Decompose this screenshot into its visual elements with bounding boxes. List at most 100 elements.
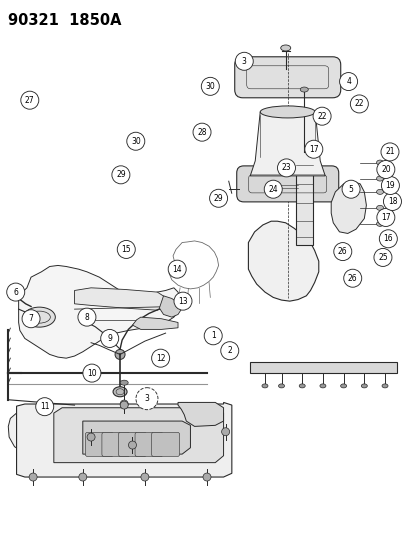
Circle shape xyxy=(151,349,169,367)
Circle shape xyxy=(312,107,330,125)
Ellipse shape xyxy=(376,176,382,181)
Circle shape xyxy=(117,240,135,259)
Text: 24: 24 xyxy=(268,185,278,193)
Text: 27: 27 xyxy=(25,96,35,104)
Circle shape xyxy=(277,159,295,177)
Text: 28: 28 xyxy=(197,128,206,136)
Ellipse shape xyxy=(376,221,382,227)
Text: 4: 4 xyxy=(345,77,350,86)
FancyBboxPatch shape xyxy=(102,432,130,456)
Ellipse shape xyxy=(113,387,127,397)
Text: 20: 20 xyxy=(380,165,390,174)
Circle shape xyxy=(112,166,130,184)
Circle shape xyxy=(100,329,119,348)
Polygon shape xyxy=(132,317,178,329)
Text: 25: 25 xyxy=(377,253,387,262)
Ellipse shape xyxy=(299,384,304,388)
FancyBboxPatch shape xyxy=(234,57,340,98)
Circle shape xyxy=(140,473,149,481)
Circle shape xyxy=(29,473,37,481)
Circle shape xyxy=(220,342,238,360)
Ellipse shape xyxy=(278,384,284,388)
Text: 14: 14 xyxy=(172,265,182,273)
Text: 26: 26 xyxy=(337,247,347,256)
Text: 90321  1850A: 90321 1850A xyxy=(8,13,121,28)
Polygon shape xyxy=(248,221,318,301)
Ellipse shape xyxy=(120,380,128,385)
Ellipse shape xyxy=(376,160,382,165)
Text: 17: 17 xyxy=(380,213,390,222)
Circle shape xyxy=(36,398,54,416)
Circle shape xyxy=(376,160,394,179)
FancyBboxPatch shape xyxy=(135,432,163,456)
Circle shape xyxy=(128,441,136,449)
Circle shape xyxy=(209,189,227,207)
Ellipse shape xyxy=(340,384,346,388)
Text: 29: 29 xyxy=(213,194,223,203)
Text: 11: 11 xyxy=(40,402,49,411)
Circle shape xyxy=(7,283,25,301)
Ellipse shape xyxy=(260,106,314,118)
Circle shape xyxy=(173,292,192,310)
Circle shape xyxy=(168,260,186,278)
Circle shape xyxy=(204,327,222,345)
Circle shape xyxy=(87,433,95,441)
Text: 18: 18 xyxy=(387,197,396,206)
Text: 12: 12 xyxy=(156,354,165,362)
Circle shape xyxy=(115,350,125,359)
Circle shape xyxy=(333,243,351,261)
Polygon shape xyxy=(250,362,396,373)
Text: 30: 30 xyxy=(205,82,215,91)
Polygon shape xyxy=(54,408,223,463)
FancyBboxPatch shape xyxy=(85,432,113,456)
Circle shape xyxy=(304,140,322,158)
Circle shape xyxy=(201,77,219,95)
Text: 3: 3 xyxy=(241,57,246,66)
Ellipse shape xyxy=(280,45,290,51)
Polygon shape xyxy=(249,112,325,176)
Circle shape xyxy=(343,269,361,287)
Ellipse shape xyxy=(299,87,308,92)
Circle shape xyxy=(22,310,40,328)
Circle shape xyxy=(349,95,368,113)
Circle shape xyxy=(380,143,398,161)
Circle shape xyxy=(202,473,211,481)
Text: 19: 19 xyxy=(385,181,394,190)
Text: 6: 6 xyxy=(13,288,18,296)
Text: 8: 8 xyxy=(84,313,89,321)
Polygon shape xyxy=(178,402,223,426)
Ellipse shape xyxy=(376,205,382,211)
Circle shape xyxy=(120,400,128,408)
Text: 22: 22 xyxy=(354,100,363,108)
FancyBboxPatch shape xyxy=(118,432,146,456)
Bar xyxy=(295,149,312,245)
Text: 16: 16 xyxy=(382,235,392,243)
Text: 7: 7 xyxy=(28,314,33,323)
Polygon shape xyxy=(8,413,52,452)
Circle shape xyxy=(382,192,401,211)
Text: 30: 30 xyxy=(131,137,140,146)
Text: 9: 9 xyxy=(107,334,112,343)
Circle shape xyxy=(21,91,39,109)
Text: 21: 21 xyxy=(385,148,394,156)
Text: 22: 22 xyxy=(317,112,326,120)
Text: 2: 2 xyxy=(227,346,232,355)
Polygon shape xyxy=(74,288,165,310)
FancyBboxPatch shape xyxy=(151,432,179,456)
Circle shape xyxy=(83,364,101,382)
Circle shape xyxy=(341,180,359,198)
Text: 23: 23 xyxy=(281,164,291,172)
Ellipse shape xyxy=(319,384,325,388)
Text: 13: 13 xyxy=(178,297,188,305)
Polygon shape xyxy=(17,402,231,477)
Circle shape xyxy=(380,176,399,195)
Polygon shape xyxy=(83,421,190,454)
Text: 17: 17 xyxy=(308,145,318,154)
Circle shape xyxy=(78,473,87,481)
Polygon shape xyxy=(159,296,182,317)
Circle shape xyxy=(339,72,357,91)
Circle shape xyxy=(120,401,128,409)
Text: 5: 5 xyxy=(348,185,353,193)
Ellipse shape xyxy=(376,189,382,195)
Circle shape xyxy=(263,180,282,198)
